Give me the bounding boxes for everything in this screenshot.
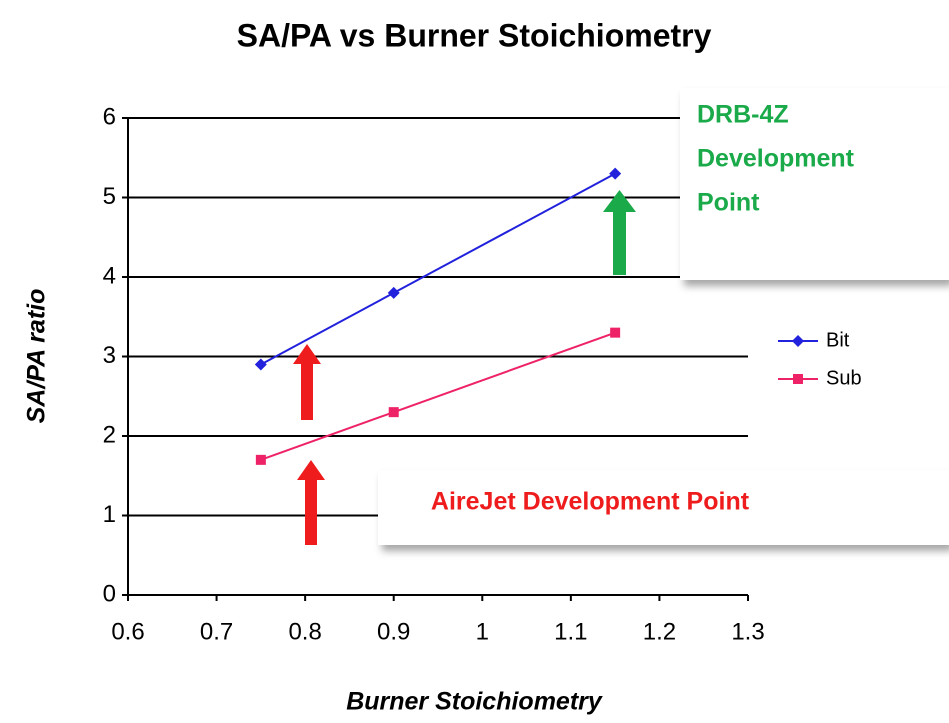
annotation-text: DRB-4Z bbox=[697, 101, 789, 129]
arrow bbox=[603, 190, 636, 275]
arrow bbox=[297, 460, 325, 545]
marker bbox=[387, 286, 400, 299]
annotation-text: AireJet Development Point bbox=[431, 488, 750, 516]
plot: 0 1 2 3 4 5 6 0.6 0.7 0.8 0.9 1 1.1 1.2 1.3 Bit Sub bbox=[103, 103, 862, 645]
annotation-text: Point bbox=[697, 189, 760, 217]
annotation-text: Development bbox=[697, 145, 855, 173]
x-tick-label: 1.2 bbox=[643, 618, 676, 645]
annotations: DRB-4Z Development Point AireJet Developmen… bbox=[293, 88, 949, 545]
series-line bbox=[260, 331, 616, 461]
annotation-box bbox=[378, 470, 949, 545]
y-tick-label: 3 bbox=[103, 342, 116, 369]
x-tick-label: 0.9 bbox=[377, 618, 410, 645]
x-tick-label: 1.3 bbox=[731, 618, 764, 645]
chart-title: SA/PA vs Burner Stoichiometry bbox=[237, 17, 712, 53]
y-axis-title: SA/PA ratio bbox=[23, 289, 51, 424]
x-axis-title: Burner Stoichiometry bbox=[346, 688, 603, 716]
y-tick-label: 0 bbox=[103, 580, 116, 607]
x-tick-label: 1.1 bbox=[554, 618, 587, 645]
marker bbox=[792, 335, 804, 347]
marker bbox=[255, 454, 266, 465]
x-tick-label: 0.7 bbox=[200, 618, 233, 645]
arrow bbox=[293, 344, 321, 420]
marker bbox=[610, 327, 621, 338]
marker bbox=[609, 167, 622, 180]
marker bbox=[254, 358, 267, 371]
legend-label: Bit bbox=[826, 329, 850, 351]
y-tick-label: 2 bbox=[103, 421, 116, 448]
x-tick-label: 1 bbox=[476, 618, 489, 645]
y-tick-label: 4 bbox=[103, 262, 116, 289]
x-tick-label: 0.6 bbox=[111, 618, 144, 645]
series-line bbox=[260, 172, 616, 366]
y-tick-label: 6 bbox=[103, 103, 116, 130]
marker bbox=[793, 374, 803, 384]
x-tick-label: 0.8 bbox=[288, 618, 321, 645]
y-tick-label: 1 bbox=[103, 501, 116, 528]
annotation-box bbox=[680, 88, 949, 280]
marker bbox=[388, 407, 399, 418]
y-tick-label: 5 bbox=[103, 183, 116, 210]
legend-label: Sub bbox=[826, 367, 862, 389]
